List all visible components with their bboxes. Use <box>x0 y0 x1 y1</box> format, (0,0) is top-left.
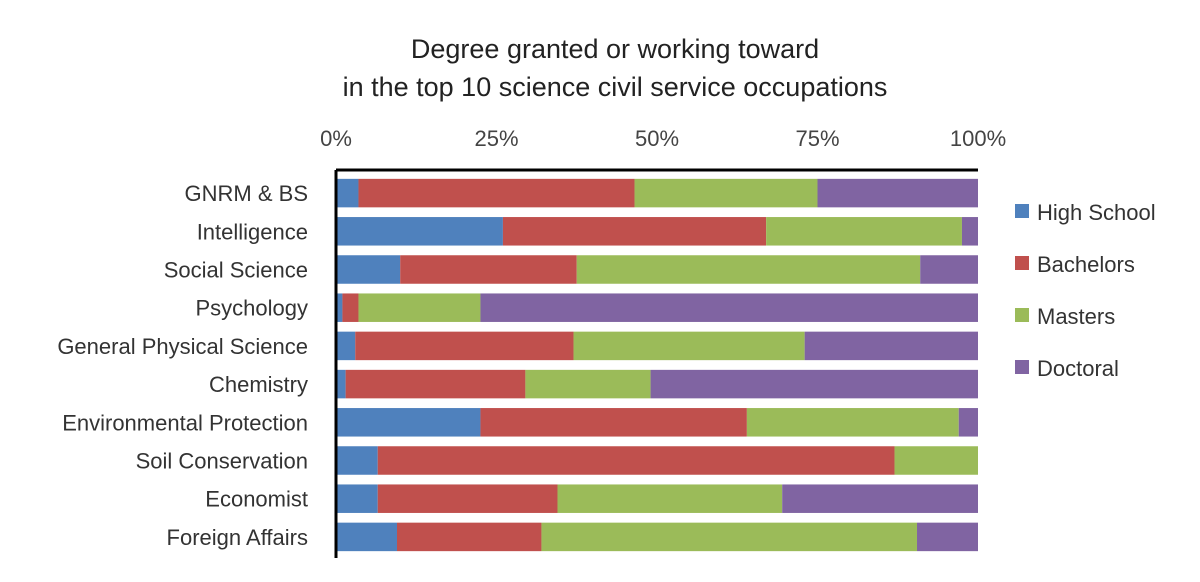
bar-soil-conservation-high-school <box>336 446 378 475</box>
bar-economist-masters <box>557 484 783 513</box>
bar-chemistry-high-school <box>336 369 346 399</box>
bar-chemistry-masters <box>525 369 651 399</box>
bar-economist-bachelors <box>377 484 558 513</box>
category-label-general-physical-science: General Physical Science <box>57 334 308 359</box>
bar-intelligence-doctoral <box>961 217 978 246</box>
x-tick-label-75: 75% <box>795 126 839 151</box>
category-labels: GNRM & BS Intelligence Social Science Psych… <box>57 181 308 550</box>
bar-intelligence-masters <box>766 217 962 246</box>
x-tick-label-25: 25% <box>474 126 518 151</box>
bar-general-physical-science-high-school <box>336 331 356 361</box>
category-label-psychology: Psychology <box>195 296 308 321</box>
bar-soil-conservation-bachelors <box>377 446 895 475</box>
bar-foreign-affairs-high-school <box>336 522 397 552</box>
x-axis-ticks: 0% 25% 50% 75% 100% <box>320 126 1006 151</box>
category-label-social-science: Social Science <box>164 258 308 283</box>
bar-environmental-protection-doctoral <box>958 408 978 437</box>
bar-environmental-protection-bachelors <box>480 408 747 437</box>
bar-psychology-bachelors <box>342 293 359 322</box>
axes <box>334 168 978 558</box>
bar-chemistry-bachelors <box>345 369 526 399</box>
x-tick-label-0: 0% <box>320 126 352 151</box>
category-label-gnrm-bs: GNRM & BS <box>185 181 308 206</box>
bar-general-physical-science-masters <box>573 331 805 361</box>
bar-general-physical-science-bachelors <box>355 331 574 361</box>
bar-chemistry-doctoral <box>650 369 978 399</box>
chart-title-line-2: in the top 10 science civil service occu… <box>343 72 888 102</box>
bar-soil-conservation-masters <box>894 446 978 475</box>
legend-label-high-school: High School <box>1037 200 1156 225</box>
bar-psychology-high-school <box>336 293 343 322</box>
category-label-soil-conservation: Soil Conservation <box>136 449 308 474</box>
legend-swatch-bachelors <box>1015 256 1029 270</box>
bar-social-science-doctoral <box>920 255 978 284</box>
x-tick-label-100: 100% <box>950 126 1006 151</box>
legend-label-doctoral: Doctoral <box>1037 356 1119 381</box>
bar-social-science-masters <box>576 255 921 284</box>
x-tick-label-50: 50% <box>635 126 679 151</box>
bars <box>336 178 978 552</box>
category-label-foreign-affairs: Foreign Affairs <box>167 525 308 550</box>
bar-intelligence-high-school <box>336 217 503 246</box>
category-label-chemistry: Chemistry <box>209 372 308 397</box>
bar-economist-doctoral <box>782 484 978 513</box>
bar-gnrm-bs-doctoral <box>817 178 978 208</box>
bar-social-science-bachelors <box>400 255 577 284</box>
bar-social-science-high-school <box>336 255 401 284</box>
bar-gnrm-bs-masters <box>634 178 818 208</box>
bar-foreign-affairs-bachelors <box>396 522 542 552</box>
chart-title-line-1: Degree granted or working toward <box>411 34 819 64</box>
bar-environmental-protection-high-school <box>336 408 481 437</box>
category-label-intelligence: Intelligence <box>197 219 308 244</box>
legend-swatch-doctoral <box>1015 360 1029 374</box>
legend: High School Bachelors Masters Doctoral <box>1015 200 1156 381</box>
bar-economist-high-school <box>336 484 378 513</box>
bar-psychology-doctoral <box>480 293 978 322</box>
bar-gnrm-bs-high-school <box>336 178 359 208</box>
bar-foreign-affairs-doctoral <box>917 522 978 552</box>
bar-psychology-masters <box>358 293 481 322</box>
bar-gnrm-bs-bachelors <box>358 178 635 208</box>
bar-foreign-affairs-masters <box>541 522 918 552</box>
category-label-environmental-protection: Environmental Protection <box>62 410 308 435</box>
legend-swatch-high-school <box>1015 204 1029 218</box>
bar-intelligence-bachelors <box>502 217 767 246</box>
legend-label-masters: Masters <box>1037 304 1115 329</box>
bar-general-physical-science-doctoral <box>804 331 978 361</box>
bar-environmental-protection-masters <box>746 408 959 437</box>
category-label-economist: Economist <box>205 487 308 512</box>
legend-label-bachelors: Bachelors <box>1037 252 1135 277</box>
legend-swatch-masters <box>1015 308 1029 322</box>
